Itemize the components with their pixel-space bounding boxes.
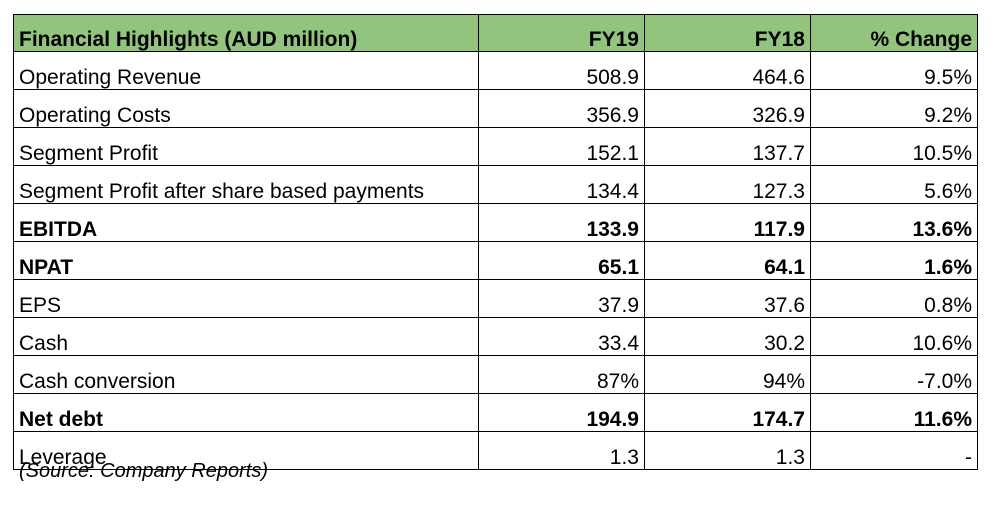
- row-label: Operating Revenue: [13, 51, 479, 90]
- header-change: % Change: [810, 14, 978, 52]
- table-row: Operating Costs 356.9 326.9 9.2%: [13, 89, 978, 128]
- table-row: Segment Profit 152.1 137.7 10.5%: [13, 127, 978, 166]
- cell-fy19: 133.9: [478, 203, 645, 242]
- cell-fy18: 127.3: [644, 165, 811, 204]
- row-label: Cash: [13, 317, 479, 356]
- cell-fy18: 464.6: [644, 51, 811, 90]
- cell-change: 11.6%: [810, 393, 978, 432]
- row-label: Cash conversion: [13, 355, 479, 394]
- cell-change: 5.6%: [810, 165, 978, 204]
- cell-fy19: 134.4: [478, 165, 645, 204]
- cell-change: 10.6%: [810, 317, 978, 356]
- cell-fy19: 152.1: [478, 127, 645, 166]
- cell-change: 13.6%: [810, 203, 978, 242]
- row-label: Segment Profit after share based payment…: [13, 165, 479, 204]
- cell-fy18: 37.6: [644, 279, 811, 318]
- row-label: EPS: [13, 279, 479, 318]
- table-row: Cash 33.4 30.2 10.6%: [13, 317, 978, 356]
- row-label: Net debt: [13, 393, 479, 432]
- table-header-row: Financial Highlights (AUD million) FY19 …: [13, 14, 978, 52]
- cell-fy19: 194.9: [478, 393, 645, 432]
- row-label: Segment Profit: [13, 127, 479, 166]
- cell-fy19: 508.9: [478, 51, 645, 90]
- cell-fy19: 87%: [478, 355, 645, 394]
- cell-fy18: 137.7: [644, 127, 811, 166]
- source-note: (Source: Company Reports): [19, 460, 268, 482]
- table-row: Leverage 1.3 1.3-: [13, 431, 978, 470]
- cell-fy19: 65.1: [478, 241, 645, 280]
- row-label: Operating Costs: [13, 89, 479, 128]
- table-row: Operating Revenue 508.9 464.6 9.5%: [13, 51, 978, 90]
- cell-change: 9.5%: [810, 51, 978, 90]
- cell-fy18: 326.9: [644, 89, 811, 128]
- header-title: Financial Highlights (AUD million): [13, 14, 479, 52]
- row-label: EBITDA: [13, 203, 479, 242]
- table-row: EPS 37.9 37.6 0.8%: [13, 279, 978, 318]
- table-body: Operating Revenue 508.9 464.6 9.5% Operating…: [13, 51, 978, 470]
- table-row: Net debt 194.9 174.7 11.6%: [13, 393, 978, 432]
- cell-change: 0.8%: [810, 279, 978, 318]
- table-row: EBITDA 133.9 117.9 13.6%: [13, 203, 978, 242]
- row-label: NPAT: [13, 241, 479, 280]
- cell-fy18: 30.2: [644, 317, 811, 356]
- cell-change: 1.6%: [810, 241, 978, 280]
- table-row: NPAT 65.1 64.1 1.6%: [13, 241, 978, 280]
- table-row: Segment Profit after share based payment…: [13, 165, 978, 204]
- cell-fy18: 1.3: [644, 431, 811, 470]
- header-fy19: FY19: [478, 14, 645, 52]
- cell-fy18: 174.7: [644, 393, 811, 432]
- cell-change: -7.0%: [810, 355, 978, 394]
- header-fy18: FY18: [644, 14, 811, 52]
- cell-fy19: 37.9: [478, 279, 645, 318]
- row-label: Leverage: [13, 431, 479, 470]
- cell-fy18: 64.1: [644, 241, 811, 280]
- cell-change: -: [810, 431, 978, 470]
- cell-fy19: 1.3: [478, 431, 645, 470]
- cell-fy19: 356.9: [478, 89, 645, 128]
- cell-change: 9.2%: [810, 89, 978, 128]
- financial-highlights-table: Financial Highlights (AUD million) FY19 …: [13, 14, 978, 470]
- cell-fy18: 117.9: [644, 203, 811, 242]
- cell-change: 10.5%: [810, 127, 978, 166]
- table-row: Cash conversion 87% 94% -7.0%: [13, 355, 978, 394]
- cell-fy18: 94%: [644, 355, 811, 394]
- cell-fy19: 33.4: [478, 317, 645, 356]
